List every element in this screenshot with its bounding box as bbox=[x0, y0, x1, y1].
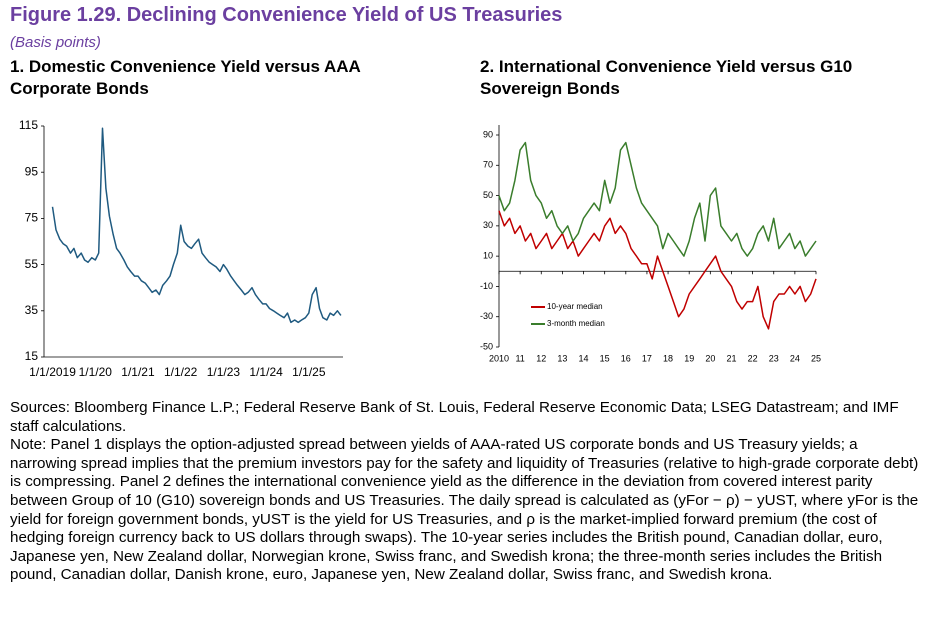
x-tick-label: 24 bbox=[790, 353, 800, 363]
x-tick-label: 15 bbox=[600, 353, 610, 363]
charts: 15 35 55 75 95 115 1/1/2019 1/1/20 1/1/21 1/1/22 1… bbox=[19, 118, 821, 379]
y-tick-label: 35 bbox=[25, 303, 39, 317]
y-tick-label: 15 bbox=[25, 349, 39, 363]
series-line bbox=[498, 141, 817, 257]
x-tick-label: 1/1/2019 bbox=[29, 365, 76, 379]
x-tick-label: 2010 bbox=[489, 353, 509, 363]
x-tick-label: 13 bbox=[557, 353, 567, 363]
x-tick-label: 18 bbox=[663, 353, 673, 363]
x-tick-label: 1/1/21 bbox=[121, 365, 155, 379]
x-tick-label: 1/1/24 bbox=[249, 365, 283, 379]
y-tick-label: 75 bbox=[25, 211, 39, 225]
x-tick-label: 16 bbox=[621, 353, 631, 363]
x-tick-label: 20 bbox=[705, 353, 715, 363]
x-tick-label: 12 bbox=[536, 353, 546, 363]
x-tick-label: 21 bbox=[726, 353, 736, 363]
y-tick-label: 70 bbox=[483, 160, 493, 170]
x-tick-label: 11 bbox=[515, 353, 524, 363]
y-tick-label: 30 bbox=[483, 220, 493, 230]
notes: Sources: Bloomberg Finance L.P.; Federal… bbox=[10, 399, 928, 585]
panel-title: 2. International Convenience Yield versu… bbox=[480, 57, 853, 98]
panel-title: 1. Domestic Convenience Yield versus AAA… bbox=[10, 57, 361, 98]
x-tick-label: 1/1/20 bbox=[79, 365, 113, 379]
y-tick-label: -30 bbox=[480, 311, 493, 321]
x-tick-label: 23 bbox=[769, 353, 779, 363]
y-tick-label: 90 bbox=[483, 129, 493, 139]
x-tick-label: 17 bbox=[642, 353, 652, 363]
sources: Sources: Bloomberg Finance L.P.; Federal… bbox=[10, 399, 899, 435]
figure-subtitle: (Basis points) bbox=[10, 34, 101, 51]
x-tick-label: 25 bbox=[811, 353, 821, 363]
y-tick-label: 50 bbox=[483, 190, 493, 200]
y-tick-label: 95 bbox=[25, 164, 39, 178]
figure-title: Figure 1.29. Declining Convenience Yield… bbox=[10, 4, 563, 26]
legend-label: 10-year median bbox=[547, 302, 603, 311]
note: Note: Panel 1 displays the option-adjust… bbox=[10, 436, 919, 584]
y-tick-label: 55 bbox=[25, 257, 39, 271]
series-line bbox=[51, 127, 342, 324]
y-tick-label: -50 bbox=[480, 341, 493, 351]
y-tick-label: -10 bbox=[480, 281, 493, 291]
series-line bbox=[498, 210, 817, 330]
y-tick-label: 115 bbox=[19, 118, 38, 132]
x-tick-label: 19 bbox=[684, 353, 694, 363]
legend-label: 3-month median bbox=[547, 319, 605, 328]
x-tick-label: 22 bbox=[748, 353, 758, 363]
x-tick-label: 1/1/25 bbox=[292, 365, 326, 379]
y-tick-label: 10 bbox=[483, 251, 493, 261]
x-tick-label: 1/1/23 bbox=[207, 365, 241, 379]
x-tick-label: 14 bbox=[579, 353, 589, 363]
x-tick-label: 1/1/22 bbox=[164, 365, 198, 379]
